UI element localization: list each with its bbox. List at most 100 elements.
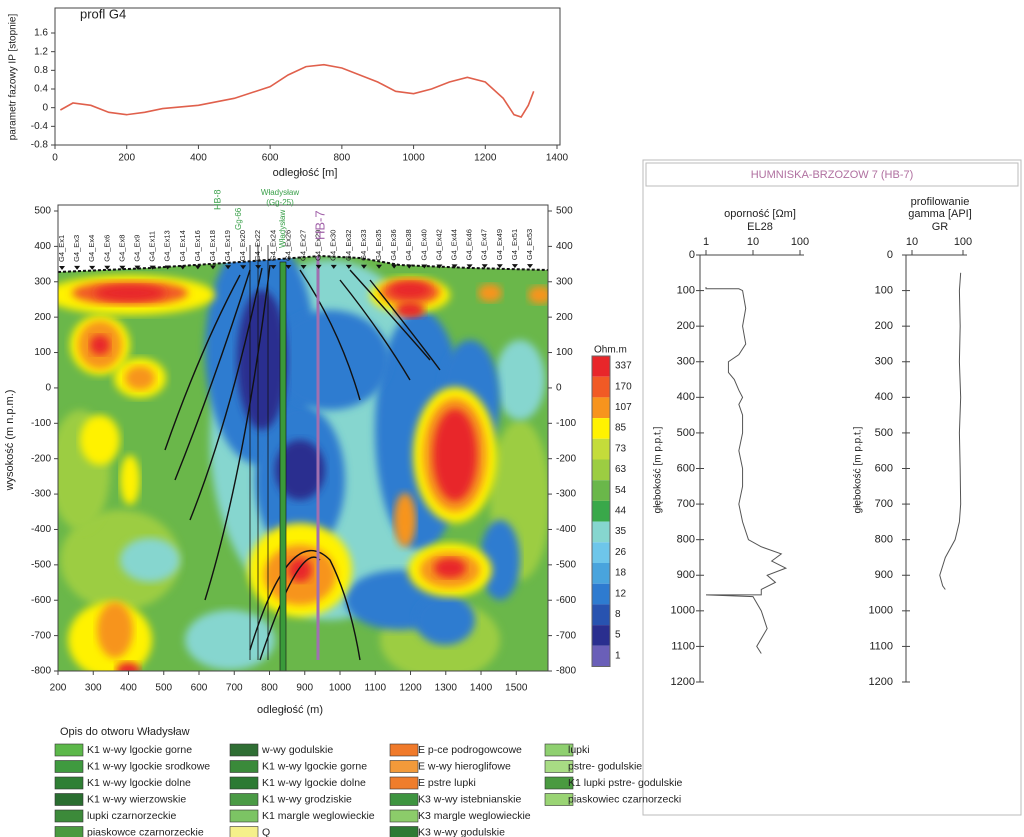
legend-swatch — [229, 793, 259, 806]
y-tick-label: 600 — [677, 462, 695, 474]
series-name: GR — [932, 221, 949, 233]
x-tick-label: 900 — [296, 683, 313, 694]
resistivity-zone — [415, 595, 475, 645]
log-header — [645, 162, 1019, 187]
y-tick-label: 300 — [34, 276, 51, 287]
colorbar-swatch — [592, 604, 610, 626]
fault-line — [349, 269, 431, 361]
x-tick-label: 1500 — [505, 683, 528, 694]
legend-swatch — [389, 776, 419, 790]
y-tick-label: 300 — [875, 356, 893, 368]
colorbar-label: 18 — [615, 568, 627, 579]
chart-title: profl G4 — [80, 6, 126, 21]
y-tick-label: 500 — [556, 206, 573, 217]
station-marker — [179, 265, 186, 270]
log-curve — [939, 272, 962, 590]
station-label: G4_Ex4 — [87, 235, 96, 262]
resistivity-zone — [125, 366, 155, 390]
x-axis-label: odległość [m] — [273, 167, 338, 179]
y-tick-label: -600 — [556, 595, 576, 606]
y-tick-label: 100 — [556, 347, 573, 358]
x-tick-label: 10 — [747, 236, 759, 248]
y-tick-label: -100 — [31, 418, 51, 429]
y-tick-label: 500 — [677, 427, 695, 439]
station-marker — [421, 264, 428, 269]
y-tick-label: 1.6 — [34, 28, 48, 39]
resistivity-zone — [90, 335, 110, 355]
colorbar-label: 73 — [615, 443, 627, 454]
legend-title: Opis do otworu Władysław — [60, 726, 190, 738]
x-tick-label: 400 — [120, 683, 137, 694]
station-label: G4_Ex42 — [434, 229, 443, 260]
track-title: oporność [Ωm] — [724, 208, 796, 220]
station-label: G4_Ex46 — [465, 229, 474, 260]
legend-label: K1 lupki pstre- godulskie — [568, 777, 683, 789]
y-tick-label: 1100 — [869, 640, 893, 652]
resistivity-zone — [185, 610, 275, 670]
y-tick-label: 1200 — [671, 676, 695, 688]
y-tick-label: -500 — [556, 559, 576, 570]
y-tick-label: -800 — [556, 666, 576, 677]
resistivity-zone — [116, 662, 140, 671]
x-tick-label: 1100 — [365, 683, 387, 694]
colorbar-label: 5 — [615, 630, 621, 641]
resistivity-zone — [495, 340, 545, 420]
station-label: G4_Ex1 — [57, 235, 66, 262]
station-label: G4_Ex8 — [117, 235, 126, 262]
fault-line — [369, 279, 441, 371]
surface-mask — [58, 205, 548, 272]
station-label: G4_Ex51 — [510, 229, 519, 260]
y-tick-label: -100 — [556, 418, 576, 429]
y-tick-label: 500 — [875, 427, 893, 439]
resistivity-zone — [433, 409, 477, 501]
legend-swatch — [389, 793, 419, 806]
legend-label: lupki czarnorzeckie — [87, 810, 176, 822]
legend-swatch — [544, 793, 574, 806]
y-tick-label: -0.4 — [31, 121, 49, 132]
y-tick-label: 0 — [42, 102, 48, 113]
station-marker — [451, 264, 458, 269]
x-tick-label: 1 — [703, 236, 709, 248]
x-tick-label: 200 — [50, 683, 67, 694]
colorbar-label: 12 — [615, 588, 627, 599]
colorbar-swatch — [592, 500, 610, 522]
colorbar-swatch — [592, 521, 610, 543]
station-marker — [345, 264, 352, 269]
station-label: G4_Ex53 — [525, 229, 534, 260]
x-tick-label: 1400 — [470, 683, 493, 694]
colorbar-label: 35 — [615, 526, 627, 537]
x-tick-label: 300 — [85, 683, 102, 694]
station-label: G4_Ex47 — [480, 229, 489, 260]
legend-label: K1 w-wy wierzowskie — [87, 793, 186, 805]
x-tick-label: 600 — [191, 683, 208, 694]
station-label: G4_Ex32 — [344, 230, 353, 261]
station-marker — [406, 264, 413, 269]
colorbar-swatch — [592, 645, 610, 667]
resistivity-zone — [80, 415, 120, 465]
colorbar-label: 1 — [615, 650, 621, 661]
station-marker — [119, 265, 126, 270]
y-tick-label: 400 — [556, 241, 573, 252]
colorbar-label: 170 — [615, 381, 632, 392]
station-marker — [496, 264, 503, 269]
legend-label: K3 w-wy godulskie — [418, 826, 505, 837]
y-tick-label: -200 — [556, 453, 576, 464]
colorbar-label: 63 — [615, 464, 627, 475]
log-panel — [642, 159, 1022, 816]
station-marker — [270, 265, 277, 270]
plot-frame — [54, 7, 561, 146]
resistivity-zone — [237, 290, 287, 430]
station-label: G4_Ex19 — [223, 230, 232, 261]
well-label: Władysław — [278, 210, 287, 248]
station-label: G4_Ex13 — [163, 230, 172, 261]
resistivity-zone — [97, 602, 133, 658]
track-title: gamma [API] — [908, 208, 972, 220]
station-label: G4_Ex11 — [148, 231, 157, 262]
station-marker — [74, 265, 81, 270]
station-marker — [194, 265, 201, 270]
colorbar-swatch — [592, 397, 610, 419]
x-tick-label: 1400 — [546, 153, 569, 164]
x-tick-label: 800 — [261, 683, 278, 694]
colorbar-swatch — [592, 356, 610, 377]
station-label: G4_Ex22 — [253, 230, 262, 261]
